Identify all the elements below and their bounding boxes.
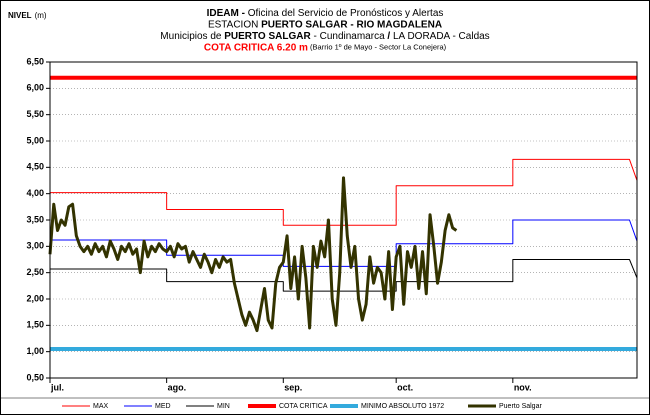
header-line: IDEAM - Oficina del Servicio de Pronósti… <box>207 8 444 19</box>
y-tick-label: 5,00 <box>26 135 44 145</box>
x-tick-label: ago. <box>168 382 187 392</box>
y-label: NIVEL <box>8 11 32 20</box>
header-text: ESTACION <box>208 19 261 30</box>
header-line: COTA CRITICA 6.20 m (Barrio 1º de Mayo -… <box>204 42 447 53</box>
x-tick-label: sep. <box>284 382 302 392</box>
legend-label: MINIMO ABSOLUTO 1972 <box>361 403 444 410</box>
header-line: ESTACION PUERTO SALGAR - RIO MAGDALENA <box>208 19 442 30</box>
y-tick-label: 3,00 <box>26 241 44 251</box>
y-tick-label: 4,50 <box>26 162 44 172</box>
plot-border <box>49 61 638 379</box>
legend-label: MIN <box>217 403 230 410</box>
x-tick-label: jul. <box>50 382 64 392</box>
y-tick-label: 2,50 <box>26 267 44 277</box>
header-text: PUERTO SALGAR <box>224 31 311 42</box>
y-axis-label: NIVEL (m) <box>8 11 47 20</box>
series-line <box>48 176 458 333</box>
header-text: IDEAM - <box>207 8 245 19</box>
series-line <box>50 259 638 292</box>
y-tick-label: 5,50 <box>26 109 44 119</box>
header-text: COTA CRITICA 6.20 m <box>204 42 308 53</box>
legend-label: MED <box>155 403 171 410</box>
y-unit: (m) <box>35 11 47 20</box>
x-tick-label: nov. <box>514 382 532 392</box>
y-tick-label: 0,50 <box>26 372 44 382</box>
header-text: LA DORADA - Caldas <box>390 31 489 42</box>
y-tick-label: 4,00 <box>26 188 44 198</box>
legend-label: MAX <box>93 403 109 410</box>
header-text: (Barrio 1º de Mayo - Sector La Conejera) <box>308 42 447 51</box>
y-tick-label: 2,00 <box>26 293 44 303</box>
y-tick-label: 6,00 <box>26 83 44 93</box>
x-tick-label: oct. <box>397 382 413 392</box>
series-line <box>50 158 638 226</box>
y-tick-label: 1,00 <box>26 346 44 356</box>
y-tick-label: 3,50 <box>26 214 44 224</box>
legend-label: COTA CRITICA <box>279 403 328 410</box>
header-text: Municipios de <box>160 31 224 42</box>
header-text: - Cundinamarca <box>311 31 388 42</box>
y-tick-label: 6,50 <box>26 56 44 66</box>
legend-label: Puerto Salgar <box>499 403 542 410</box>
y-tick-label: 1,50 <box>26 320 44 330</box>
header-line: Municipios de PUERTO SALGAR - Cundinamar… <box>160 31 489 42</box>
header-text: Oficina del Servicio de Pronósticos y Al… <box>245 8 443 19</box>
header-text: PUERTO SALGAR - RIO MAGDALENA <box>261 19 442 30</box>
header-text: / <box>387 31 390 42</box>
